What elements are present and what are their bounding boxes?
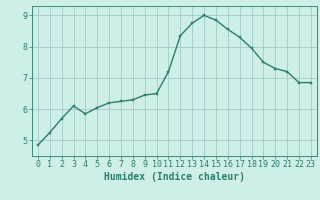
X-axis label: Humidex (Indice chaleur): Humidex (Indice chaleur) [104, 172, 245, 182]
